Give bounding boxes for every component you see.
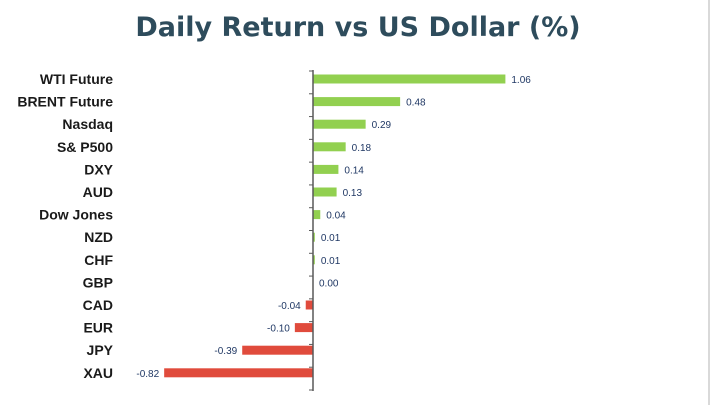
bar — [164, 368, 313, 378]
data-label: 0.48 — [406, 98, 426, 109]
data-label: 0.00 — [319, 278, 339, 289]
data-label: 0.04 — [326, 211, 346, 222]
category-label: DXY — [84, 161, 113, 177]
bar — [313, 97, 401, 107]
data-label: 0.01 — [321, 233, 341, 244]
chart-title: Daily Return vs US Dollar (%) — [135, 12, 581, 43]
bar — [313, 232, 315, 242]
data-label: 0.14 — [344, 165, 364, 176]
bar — [294, 323, 313, 333]
bar — [313, 187, 337, 197]
data-label: -0.10 — [267, 324, 290, 335]
bar — [313, 210, 321, 220]
data-label: -0.39 — [214, 346, 237, 357]
data-label: 0.18 — [352, 143, 372, 154]
category-label: XAU — [83, 365, 113, 381]
category-label: EUR — [83, 320, 113, 336]
data-label: 1.06 — [511, 75, 531, 86]
bar — [242, 345, 313, 355]
bar — [313, 142, 346, 152]
category-label: JPY — [87, 342, 114, 358]
category-label: Nasdaq — [62, 116, 113, 132]
data-label: 0.29 — [372, 120, 392, 131]
bar — [313, 164, 339, 174]
bar — [313, 119, 366, 129]
bar — [305, 300, 313, 310]
data-label: 0.01 — [321, 256, 341, 267]
frame-edge — [708, 0, 710, 405]
category-label: CHF — [84, 252, 113, 268]
data-label: 0.13 — [343, 188, 363, 199]
bar — [313, 255, 315, 265]
category-label: CAD — [83, 297, 113, 313]
data-label: -0.82 — [136, 369, 159, 380]
category-label: WTI Future — [40, 71, 113, 87]
category-label: GBP — [83, 274, 113, 290]
bar — [313, 74, 506, 84]
data-label: -0.04 — [278, 301, 301, 312]
category-label: Dow Jones — [39, 207, 113, 223]
category-label: AUD — [83, 184, 113, 200]
category-label: S& P500 — [57, 139, 113, 155]
category-label: BRENT Future — [17, 94, 113, 110]
category-label: NZD — [84, 229, 113, 245]
